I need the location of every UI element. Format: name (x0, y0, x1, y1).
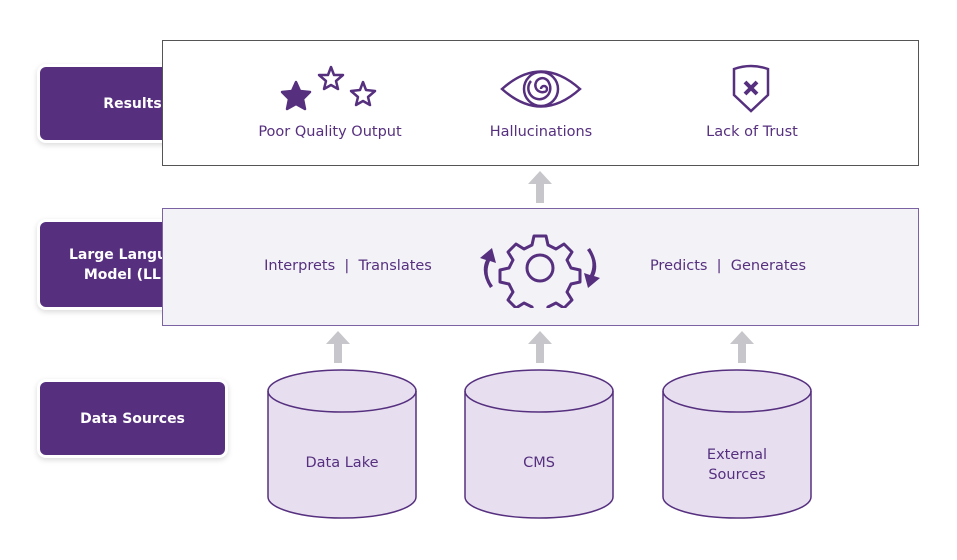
up-arrow-cms (528, 331, 552, 363)
source-external-sources: External Sources (706, 447, 768, 483)
llm-right-text: Predicts | Generates (649, 258, 807, 274)
result-lack-of-trust: Lack of Trust (706, 124, 798, 140)
up-arrow-data-lake (326, 331, 350, 363)
source-data-lake: Data Lake (305, 455, 379, 471)
shield-x-icon (732, 64, 770, 113)
stars-rating-icon (280, 65, 377, 111)
up-arrow-llm-to-results (528, 171, 552, 203)
result-poor-quality-output: Poor Quality Output (258, 124, 402, 140)
gear-cycle-icon (480, 234, 600, 308)
cylinder-cms (464, 369, 614, 519)
spiral-eye-icon (500, 70, 582, 108)
up-arrow-external-sources (730, 331, 754, 363)
source-cms: CMS (523, 455, 555, 471)
layer-label-data-sources: Data Sources (40, 382, 225, 455)
cylinder-external-sources (662, 369, 812, 519)
llm-panel (162, 208, 919, 326)
cylinder-data-lake (267, 369, 417, 519)
llm-left-text: Interprets | Translates (264, 258, 432, 274)
result-hallucinations: Hallucinations (489, 124, 593, 140)
